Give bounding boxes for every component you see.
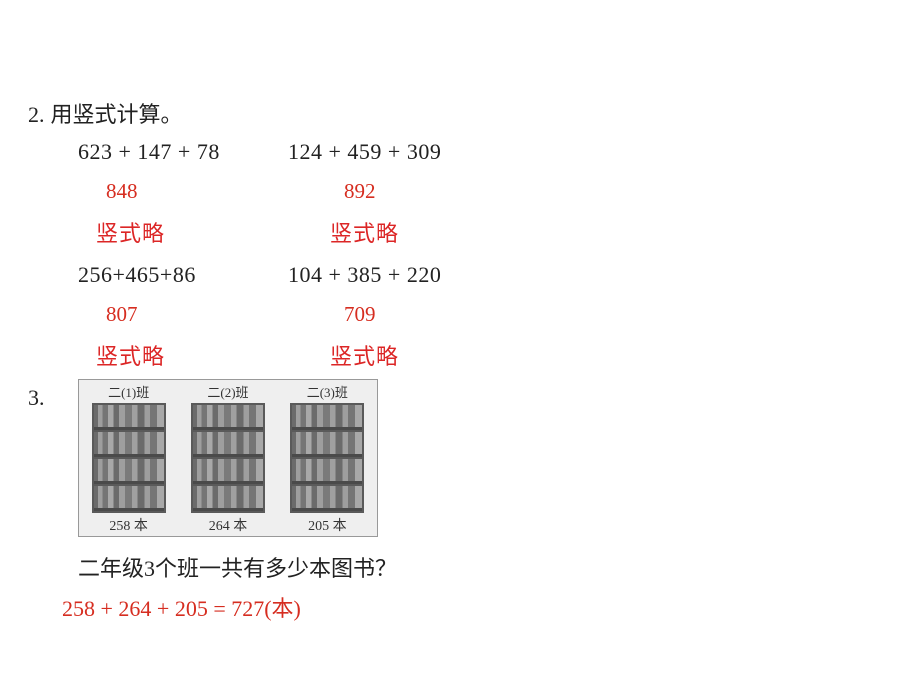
bookshelves-figure: 二(1)班 258 本 二(2)班 264 本 (78, 379, 378, 537)
question-3-header: 3. 二(1)班 258 本 二(2)班 (28, 379, 898, 537)
class-label: 二(2)班 (207, 382, 248, 401)
expression: 124 + 459 + 309 (288, 139, 488, 165)
class-label: 二(3)班 (307, 382, 348, 401)
shelf-level (292, 486, 362, 511)
shelf-class-3: 二(3)班 205 本 (282, 382, 372, 536)
shelf-level (94, 405, 164, 432)
book-count: 264 本 (209, 515, 248, 535)
shelf-class-2: 二(2)班 264 本 (183, 382, 273, 536)
class-label: 二(1)班 (108, 382, 149, 401)
answer-value: 807 (106, 302, 278, 327)
shelf-level (94, 486, 164, 511)
answer-note: 竖式略 (330, 339, 488, 371)
answer-value: 892 (344, 179, 488, 204)
shelf-level (94, 459, 164, 486)
book-count: 258 本 (109, 515, 148, 535)
shelf-level (292, 459, 362, 486)
q2-problem-1: 623 + 147 + 78 848 竖式略 (78, 139, 278, 248)
q2-row-2: 256+465+86 807 竖式略 104 + 385 + 220 709 竖… (78, 262, 898, 371)
bookshelf-icon (92, 403, 166, 513)
answer-note: 竖式略 (96, 339, 278, 371)
q2-problem-3: 256+465+86 807 竖式略 (78, 262, 278, 371)
worksheet-page: 2. 用竖式计算。 623 + 147 + 78 848 竖式略 124 + 4… (28, 100, 898, 623)
q3-answer: 258 + 264 + 205 = 727(本) (62, 591, 898, 623)
shelf-level (292, 432, 362, 459)
shelf-level (193, 405, 263, 432)
shelf-level (94, 432, 164, 459)
book-count: 205 本 (308, 515, 347, 535)
question-2-header: 2. 用竖式计算。 (28, 100, 898, 131)
shelf-level (292, 405, 362, 432)
shelf-level (193, 486, 263, 511)
answer-value: 709 (344, 302, 488, 327)
q2-problem-2: 124 + 459 + 309 892 竖式略 (288, 139, 488, 248)
q2-problem-4: 104 + 385 + 220 709 竖式略 (288, 262, 488, 371)
bookshelf-icon (191, 403, 265, 513)
bookshelf-icon (290, 403, 364, 513)
q3-question-text: 二年级3个班一共有多少本图书？ (78, 551, 898, 583)
q2-row-1: 623 + 147 + 78 848 竖式略 124 + 459 + 309 8… (78, 139, 898, 248)
q2-title: 用竖式计算。 (51, 100, 183, 131)
expression: 256+465+86 (78, 262, 278, 288)
q2-problems: 623 + 147 + 78 848 竖式略 124 + 459 + 309 8… (78, 139, 898, 371)
answer-note: 竖式略 (330, 216, 488, 248)
q3-number: 3. (28, 385, 78, 411)
q2-number: 2. (28, 100, 45, 131)
answer-note: 竖式略 (96, 216, 278, 248)
answer-value: 848 (106, 179, 278, 204)
expression: 623 + 147 + 78 (78, 139, 278, 165)
shelf-level (193, 459, 263, 486)
expression: 104 + 385 + 220 (288, 262, 488, 288)
shelf-class-1: 二(1)班 258 本 (84, 382, 174, 536)
shelf-level (193, 432, 263, 459)
